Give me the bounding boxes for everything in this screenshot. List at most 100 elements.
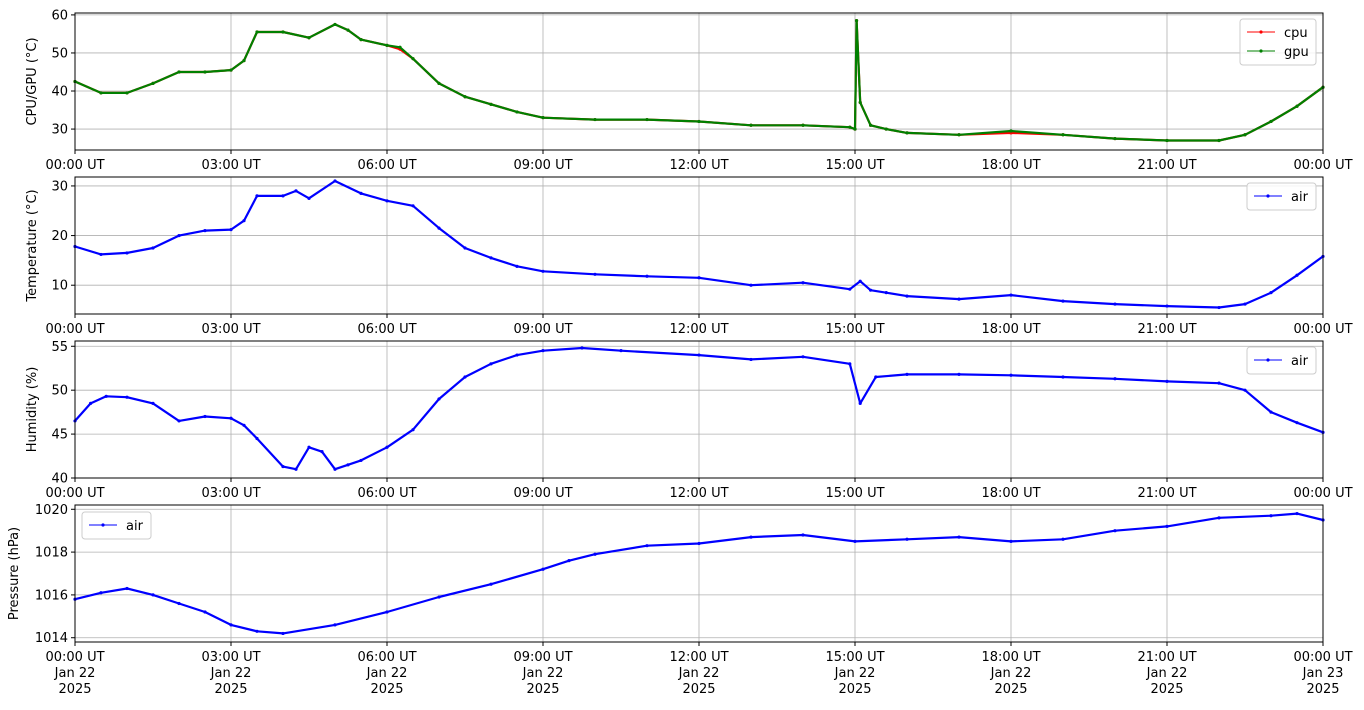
data-point-air [567, 559, 571, 563]
data-point-air [463, 375, 467, 379]
x-tick-label: 00:00 UT [45, 650, 104, 665]
data-point-gpu [346, 28, 350, 32]
data-point-air [1243, 302, 1247, 306]
chart-panel-3: 40 45 50 55 00:00 UT 03:00 UT 06:00 UT 09:00 UT… [25, 340, 1353, 501]
x-tick-label: 03:00 UT [201, 158, 260, 173]
legend-marker-air [1266, 194, 1270, 198]
data-point-air [242, 219, 246, 223]
y-tick-label: 1014 [35, 631, 68, 646]
x-tick-label: 00:00 UT [1293, 486, 1352, 501]
data-point-air [905, 537, 909, 541]
x-tick-label: 03:00 UT [201, 650, 260, 665]
data-point-gpu [858, 100, 862, 105]
data-point-air [89, 401, 93, 405]
data-point-air [255, 436, 259, 441]
data-point-gpu [242, 58, 246, 63]
x-tick-date-label: Jan 22 [678, 666, 720, 681]
x-tick-label: 15:00 UT [825, 486, 884, 501]
data-point-air [801, 355, 805, 359]
data-point-gpu [593, 117, 597, 122]
x-tick-label: 00:00 UT [45, 158, 104, 173]
data-point-air [229, 623, 233, 627]
data-point-air [489, 362, 493, 366]
data-point-air [307, 445, 311, 449]
data-point-air [333, 179, 337, 183]
data-point-air [255, 629, 259, 633]
x-tick-label: 12:00 UT [669, 486, 728, 501]
data-point-air [905, 372, 909, 376]
x-tick-label: 18:00 UT [981, 158, 1040, 173]
x-tick-label: 00:00 UT [1293, 158, 1352, 173]
data-point-air [99, 591, 103, 595]
data-point-air [346, 463, 350, 467]
data-point-air [869, 288, 873, 292]
data-point-gpu [151, 81, 155, 86]
y-tick-label: 30 [51, 179, 68, 194]
data-point-air [177, 233, 181, 238]
data-point-air [884, 291, 888, 295]
y-tick-label: 40 [51, 472, 68, 487]
data-point-air [541, 269, 545, 273]
data-point-air [801, 533, 805, 537]
data-point-gpu [359, 38, 363, 42]
x-tick-date-label: Jan 22 [54, 666, 96, 681]
series-line-gpu [74, 19, 1324, 142]
data-point-air [645, 544, 649, 548]
legend-marker-air [1266, 358, 1270, 362]
data-point-gpu [1269, 119, 1273, 124]
data-point-gpu [177, 70, 181, 74]
x-tick-label: 21:00 UT [1137, 650, 1196, 665]
data-point-air [1113, 529, 1117, 533]
data-point-gpu [281, 30, 285, 34]
data-point-gpu [411, 57, 415, 61]
data-point-air [1295, 273, 1299, 277]
data-point-air [1009, 373, 1013, 377]
y-axis-label: Pressure (hPa) [7, 527, 22, 620]
data-point-air [242, 423, 246, 427]
data-point-air [697, 541, 701, 546]
data-point-air [1269, 410, 1273, 414]
y-tick-label: 30 [51, 123, 68, 138]
data-point-gpu [307, 36, 311, 40]
x-tick-year-label: 2025 [838, 682, 871, 697]
data-point-air [294, 189, 298, 193]
data-point-air [515, 264, 519, 268]
data-point-air [151, 246, 155, 250]
data-point-gpu [1061, 133, 1065, 137]
data-point-gpu [853, 127, 857, 131]
x-tick-label: 12:00 UT [669, 158, 728, 173]
data-point-air [463, 246, 467, 250]
y-axis-label: Temperature (°C) [25, 189, 40, 302]
x-tick-date-label: Jan 22 [1146, 666, 1188, 681]
data-point-air [1061, 375, 1065, 379]
data-point-air [229, 228, 233, 232]
y-tick-label: 50 [51, 46, 68, 61]
data-point-air [580, 346, 584, 350]
data-point-air [411, 204, 415, 208]
data-point-air [1295, 421, 1299, 425]
legend: air [81, 511, 152, 540]
data-point-air [1113, 377, 1117, 381]
data-point-air [515, 353, 519, 357]
x-tick-label: 03:00 UT [201, 486, 260, 501]
x-tick-label: 18:00 UT [981, 650, 1040, 665]
y-tick-label: 50 [51, 384, 68, 399]
data-point-air [177, 601, 181, 606]
y-tick-label: 1016 [35, 588, 68, 603]
data-point-gpu [385, 43, 389, 47]
data-point-air [957, 535, 961, 539]
x-tick-label: 15:00 UT [825, 650, 884, 665]
data-point-air [593, 272, 597, 276]
legend-label-gpu: gpu [1284, 45, 1309, 60]
x-tick-year-label: 2025 [994, 682, 1027, 697]
x-tick-label: 12:00 UT [669, 650, 728, 665]
data-point-gpu [749, 123, 753, 127]
y-tick-label: 10 [51, 279, 68, 294]
data-point-air [848, 362, 852, 366]
data-point-air [151, 401, 155, 405]
data-point-air [801, 281, 805, 285]
data-point-air [1165, 379, 1169, 383]
data-point-gpu [515, 110, 519, 114]
y-tick-label: 1018 [35, 546, 68, 561]
x-tick-label: 00:00 UT [45, 322, 104, 337]
